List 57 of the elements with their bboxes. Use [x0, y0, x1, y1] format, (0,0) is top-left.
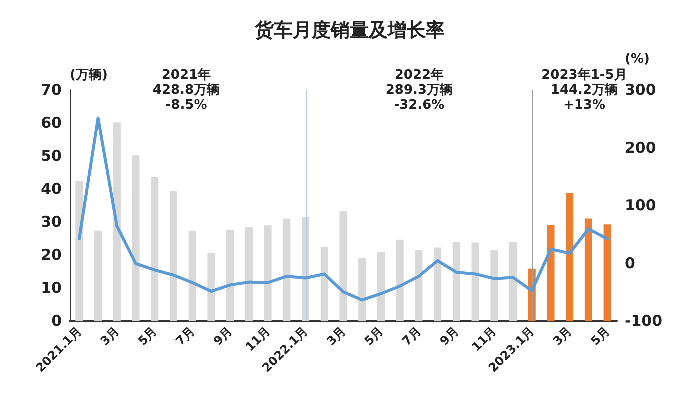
bar — [132, 156, 140, 321]
x-tick-label: 3月 — [324, 324, 348, 348]
annotation: 2022年 289.3万辆 -32.6% — [386, 68, 454, 113]
y2-axis-title: (%) — [625, 52, 650, 67]
x-tick-label: 3月 — [98, 324, 122, 348]
bar — [377, 252, 385, 321]
y-tick-label: 50 — [41, 147, 62, 165]
y2-tick-label: 100 — [625, 196, 656, 214]
bar — [566, 192, 574, 321]
y2-tick-label: 300 — [625, 81, 656, 99]
bar — [94, 230, 102, 321]
x-tick-label: 9月 — [210, 324, 236, 348]
y-tick-label: 20 — [41, 246, 62, 264]
line-series — [78, 116, 610, 302]
bar — [547, 225, 555, 321]
bar — [415, 250, 423, 321]
bar — [170, 191, 178, 321]
bar — [509, 242, 518, 321]
y-tick-label: 10 — [41, 279, 62, 297]
bar — [208, 253, 216, 321]
x-tick-label: 9月 — [437, 324, 462, 348]
bar — [188, 230, 196, 321]
x-tick-label: 5月 — [362, 324, 386, 348]
x-tick-label: 5月 — [136, 324, 160, 348]
bar — [264, 226, 272, 321]
bar — [490, 250, 498, 321]
x-tick-label: 7月 — [173, 324, 198, 348]
y-tick-label: 0 — [52, 312, 62, 330]
y2-tick-label: 0 — [625, 254, 636, 272]
bar — [245, 226, 253, 321]
y2-tick-label: 200 — [625, 138, 656, 157]
bar — [358, 258, 366, 321]
y-axis-title: (万辆) — [70, 68, 108, 83]
bar — [113, 122, 121, 321]
bar — [584, 218, 592, 321]
bar — [283, 218, 291, 321]
annotation: 2023年1-5月 144.2万辆 +13% — [542, 68, 628, 113]
bar — [396, 240, 404, 321]
x-tick-label: 5月 — [588, 324, 613, 348]
y-tick-label: 70 — [41, 81, 62, 99]
bar — [151, 177, 159, 321]
y-tick-label: 30 — [41, 213, 62, 231]
bar — [226, 230, 234, 321]
x-tick-label: 7月 — [400, 324, 424, 348]
y2-tick-label: -100 — [625, 312, 663, 330]
annotation: 2021年 428.8万辆 -8.5% — [152, 68, 220, 113]
y-tick-label: 60 — [41, 114, 62, 132]
bar — [452, 242, 460, 321]
bar — [340, 211, 348, 321]
x-tick-label: 3月 — [550, 324, 575, 348]
bar — [434, 248, 442, 321]
bar — [472, 242, 480, 321]
y-tick-label: 40 — [41, 180, 62, 198]
bar — [76, 181, 84, 321]
bar — [320, 247, 328, 321]
chart-title: 货车月度销量及增长率 — [254, 20, 445, 42]
bar — [604, 224, 612, 321]
